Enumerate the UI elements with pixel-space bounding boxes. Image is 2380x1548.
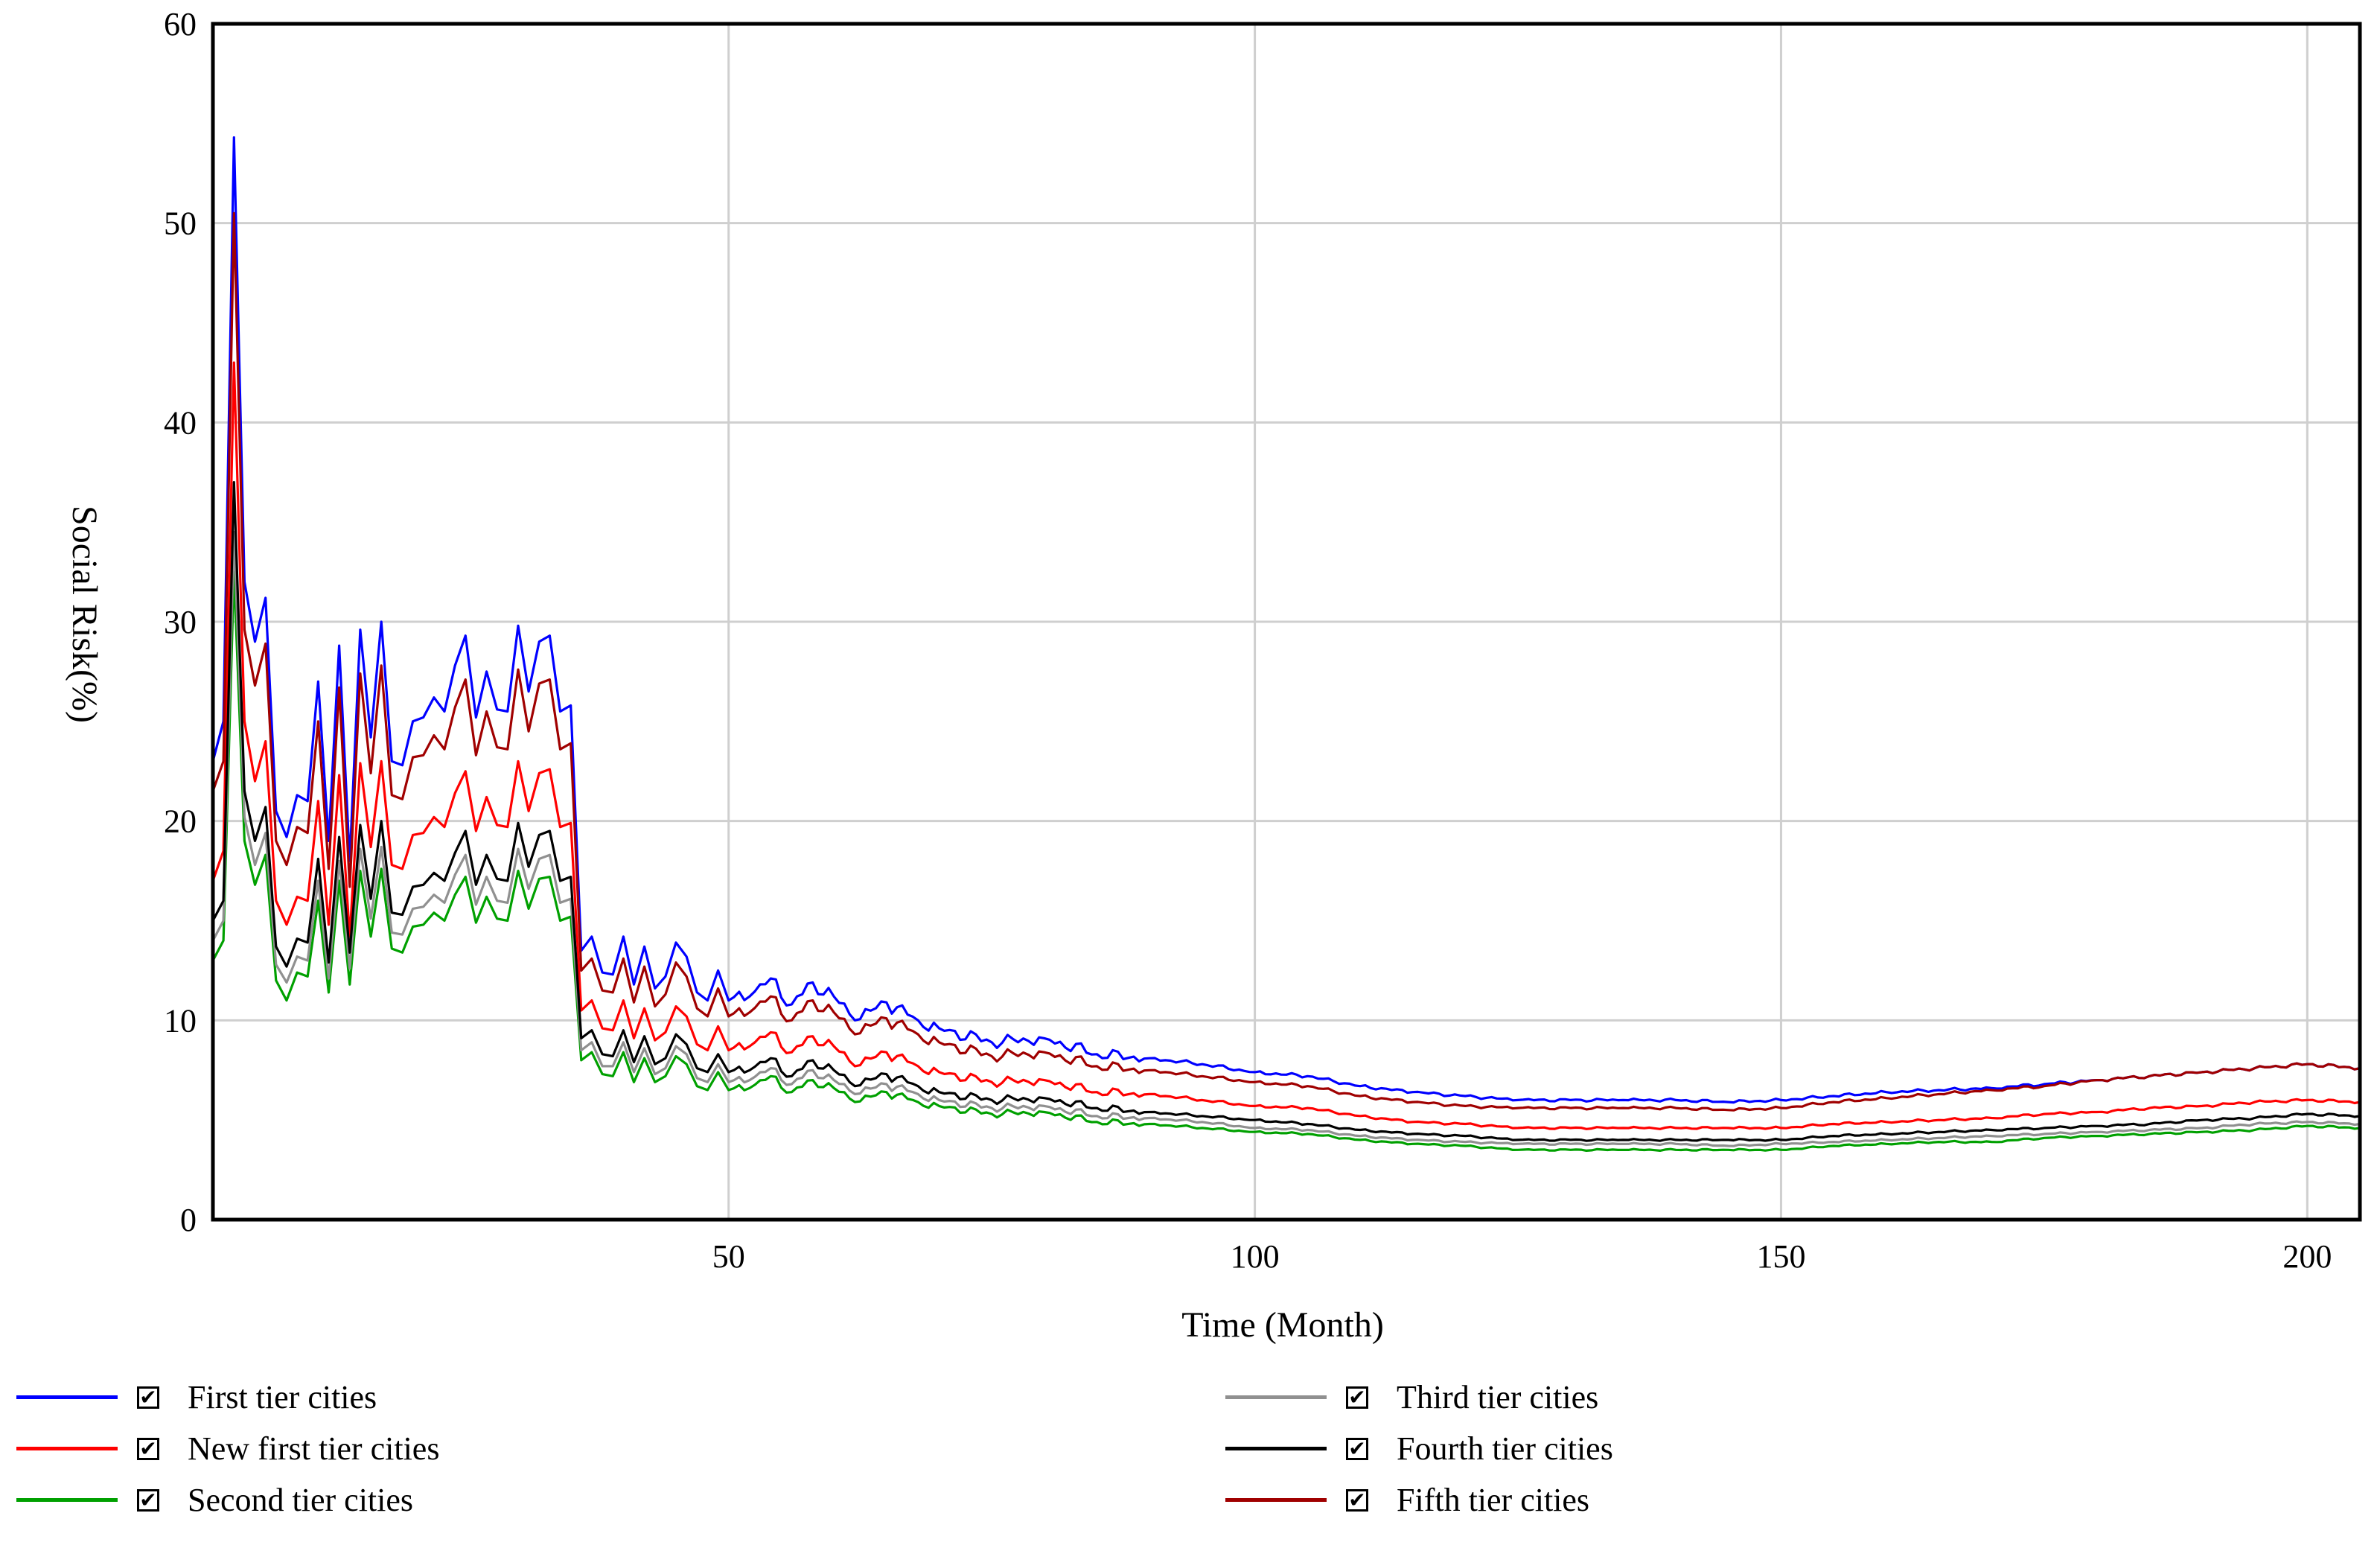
legend-column-right: ✔ Third tier cities ✔ Fourth tier cities… [1225,1372,1613,1526]
legend-label: Second tier cities [188,1482,414,1518]
series-lines [211,136,2361,1152]
x-tick-label: 200 [2282,1238,2332,1275]
checkbox-checked-icon[interactable]: ✔ [137,1437,159,1460]
legend-item-first-tier[interactable]: ✔ First tier cities [16,1372,439,1423]
series-line-1 [211,136,2361,1104]
y-tick-label: 10 [164,1002,197,1039]
legend-label: Fourth tier cities [1397,1430,1613,1467]
checkbox-checked-icon[interactable]: ✔ [1346,1488,1368,1512]
legend-label: First tier cities [188,1379,377,1415]
legend-swatch [16,1498,118,1502]
legend-item-second-tier[interactable]: ✔ Second tier cities [16,1474,439,1526]
y-tick-label: 50 [164,206,197,242]
legend-label: New first tier cities [188,1430,440,1467]
y-axis-title: Social Risk(%) [65,506,104,723]
y-tick-label: 40 [164,404,197,441]
checkbox-checked-icon[interactable]: ✔ [1346,1437,1368,1460]
plot-frame [211,22,2362,1222]
series-line-2 [211,361,2361,1130]
series-line-4 [211,531,2361,1147]
checkbox-checked-icon[interactable]: ✔ [1346,1386,1368,1409]
checkbox-checked-icon[interactable]: ✔ [137,1488,159,1512]
y-tick-label: 0 [180,1202,197,1238]
y-tick-label: 30 [164,604,197,640]
series-line-6 [211,211,2361,1112]
grid [213,24,2360,1220]
legend-swatch [16,1395,118,1399]
legend-item-new-first-tier[interactable]: ✔ New first tier cities [16,1423,439,1474]
x-tick-label: 100 [1231,1238,1280,1275]
y-tick-label: 20 [164,803,197,840]
legend-item-third-tier[interactable]: ✔ Third tier cities [1225,1372,1613,1423]
series-line-3 [211,570,2361,1152]
legend-column-left: ✔ First tier cities ✔ New first tier cit… [16,1372,439,1526]
legend-swatch [16,1447,118,1450]
checkbox-checked-icon[interactable]: ✔ [137,1386,159,1409]
tick-labels: 0 10 20 30 40 50 60 50 100 150 200 [164,6,2332,1275]
legend-label: Fifth tier cities [1397,1482,1590,1518]
x-axis-title: Time (Month) [1181,1305,1384,1345]
legend-swatch [1225,1447,1327,1450]
legend-item-fourth-tier[interactable]: ✔ Fourth tier cities [1225,1423,1613,1474]
legend-item-fifth-tier[interactable]: ✔ Fifth tier cities [1225,1474,1613,1526]
legend-label: Third tier cities [1397,1379,1599,1415]
legend-swatch [1225,1395,1327,1399]
series-line-5 [211,481,2361,1142]
x-tick-label: 50 [712,1238,745,1275]
y-tick-label: 60 [164,6,197,42]
x-tick-label: 150 [1756,1238,1805,1275]
legend: ✔ First tier cities ✔ New first tier cit… [0,1372,2380,1543]
legend-swatch [1225,1498,1327,1502]
